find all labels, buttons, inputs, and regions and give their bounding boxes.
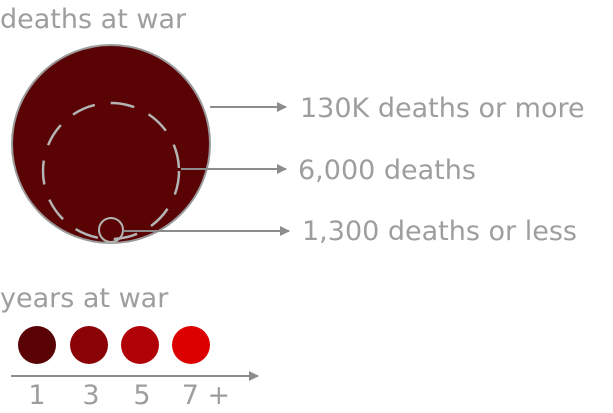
year-dot-7-plus <box>172 326 210 364</box>
year-label-1: 1 <box>28 380 45 411</box>
year-label-3: 3 <box>82 380 99 411</box>
deaths-legend-title: deaths at war <box>0 4 187 35</box>
level-label-130k: 130K deaths or more <box>300 93 585 124</box>
year-label-7-plus: 7 + <box>182 380 230 411</box>
years-legend-title: years at war <box>0 283 169 314</box>
year-dot-3 <box>70 326 108 364</box>
level-label-6000: 6,000 deaths <box>298 155 476 186</box>
year-label-5: 5 <box>133 380 150 411</box>
deaths-legend: deaths at war 130K deaths or more 6,000 … <box>0 4 585 247</box>
level-label-1300: 1,300 deaths or less <box>302 216 577 247</box>
year-dot-5 <box>121 326 159 364</box>
years-legend: years at war 1 3 5 7 + <box>0 283 259 411</box>
large-circle-130k <box>11 44 211 244</box>
medium-circle-6000 <box>41 101 181 241</box>
year-dot-1 <box>18 326 56 364</box>
